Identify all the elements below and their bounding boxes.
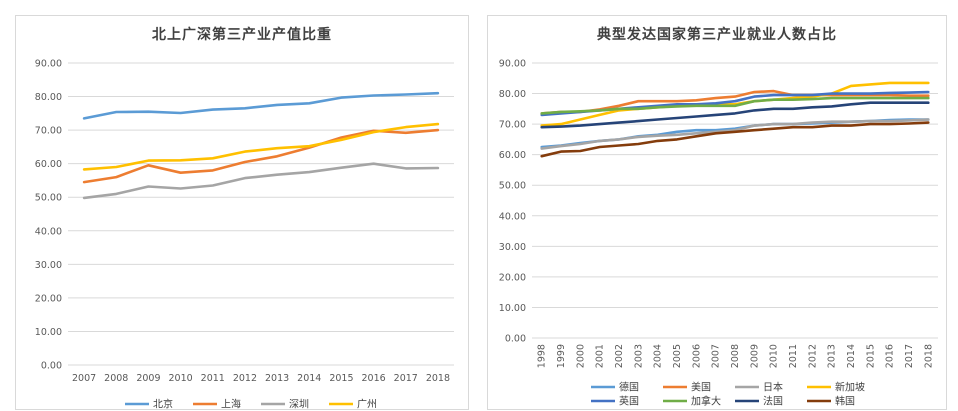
x-tick-label: 2016 — [361, 373, 385, 384]
x-tick-label: 2009 — [749, 344, 760, 368]
x-tick-label: 2015 — [865, 344, 876, 368]
legend-label: 加拿大 — [691, 395, 721, 408]
y-tick-label: 10.00 — [499, 303, 526, 314]
y-tick-label: 60.00 — [499, 150, 526, 161]
x-tick-label: 2018 — [426, 373, 450, 384]
y-tick-label: 70.00 — [35, 126, 62, 137]
legend-label: 上海 — [221, 398, 241, 411]
x-tick-label: 2012 — [233, 373, 257, 384]
y-tick-label: 40.00 — [35, 226, 62, 237]
y-tick-label: 30.00 — [499, 242, 526, 253]
chart-left-svg: 0.00 10.00 20.00 30.00 40.00 50.00 60.00 70.00 8… — [35, 59, 454, 411]
x-tick-label: 1998 — [537, 344, 548, 368]
x-tick-label: 2007 — [72, 373, 96, 384]
x-tick-label: 2005 — [672, 344, 683, 368]
x-tick-label: 2018 — [923, 344, 934, 368]
y-tick-label: 60.00 — [35, 159, 62, 170]
legend-label: 日本 — [763, 381, 783, 394]
x-tick-label: 2008 — [104, 373, 128, 384]
x-tick-label: 2011 — [201, 373, 225, 384]
y-tick-label: 20.00 — [35, 293, 62, 304]
y-tick-label: 80.00 — [499, 89, 526, 100]
series-line-深圳 — [82, 162, 440, 200]
y-tick-label: 80.00 — [35, 92, 62, 103]
chart-panel-left: 北上广深第三产业产值比重 0.00 10.00 20.00 30.00 40.00 50.… — [15, 15, 469, 411]
x-tick-label: 2015 — [329, 373, 353, 384]
legend-label: 英国 — [619, 395, 639, 408]
y-tick-label: 10.00 — [35, 327, 62, 338]
x-tick-label: 2002 — [614, 344, 625, 368]
series-line-北京 — [82, 91, 440, 120]
x-tick-label: 2004 — [653, 344, 664, 368]
y-tick-label: 90.00 — [35, 59, 62, 70]
series-line-美国 — [540, 89, 930, 115]
series-line-加拿大 — [540, 96, 930, 115]
y-tick-label: 20.00 — [499, 272, 526, 283]
x-tick-label: 2013 — [827, 344, 838, 368]
x-tick-label: 2009 — [136, 373, 160, 384]
series-line-上海 — [82, 128, 440, 184]
x-tick-label: 2012 — [807, 344, 818, 368]
series-line-韩国 — [540, 121, 930, 158]
y-tick-label: 50.00 — [35, 193, 62, 204]
chart-panel-right: 典型发达国家第三产业就业人数占比 0.00 10.00 20.00 30.00 40.0… — [487, 15, 947, 410]
x-tick-label: 2007 — [711, 344, 722, 368]
legend-label: 深圳 — [289, 399, 309, 411]
series-line-新加坡 — [540, 81, 930, 127]
x-tick-label: 2016 — [885, 344, 896, 368]
y-tick-label: 40.00 — [499, 211, 526, 222]
x-tick-label: 2010 — [168, 373, 192, 384]
y-tick-label: 70.00 — [499, 120, 526, 131]
legend-label: 法国 — [763, 395, 783, 408]
legend-label: 韩国 — [835, 395, 855, 408]
x-tick-label: 2017 — [904, 344, 915, 368]
legend-label: 广州 — [357, 399, 377, 411]
y-tick-label: 30.00 — [35, 260, 62, 271]
legend-label: 美国 — [691, 381, 711, 394]
x-tick-label: 2011 — [788, 344, 799, 368]
x-tick-label: 2010 — [769, 344, 780, 368]
x-tick-label: 2001 — [595, 344, 606, 368]
x-tick-label: 2003 — [633, 344, 644, 368]
series-line-广州 — [82, 122, 440, 171]
y-tick-label: 0.00 — [505, 334, 526, 345]
x-tick-label: 2006 — [691, 344, 702, 368]
x-tick-label: 2008 — [730, 344, 741, 368]
chart-title: 典型发达国家第三产业就业人数占比 — [597, 27, 837, 43]
legend-label: 北京 — [153, 398, 173, 411]
x-tick-label: 2013 — [265, 373, 289, 384]
y-tick-label: 50.00 — [499, 181, 526, 192]
y-tick-label: 0.00 — [41, 361, 62, 372]
chart-right-svg: 0.00 10.00 20.00 30.00 40.00 50.00 60.00 70.00 8… — [499, 59, 938, 408]
x-tick-label: 2014 — [846, 344, 857, 368]
series-line-日本 — [540, 118, 930, 150]
x-tick-label: 2017 — [394, 373, 418, 384]
series-line-法国 — [540, 101, 930, 129]
legend-label: 新加坡 — [835, 381, 865, 394]
chart-title: 北上广深第三产业产值比重 — [152, 27, 332, 43]
legend-label: 德国 — [619, 381, 639, 394]
x-tick-label: 2014 — [297, 373, 321, 384]
x-tick-label: 1999 — [556, 344, 567, 368]
x-tick-label: 2000 — [575, 344, 586, 368]
y-tick-label: 90.00 — [499, 59, 526, 70]
